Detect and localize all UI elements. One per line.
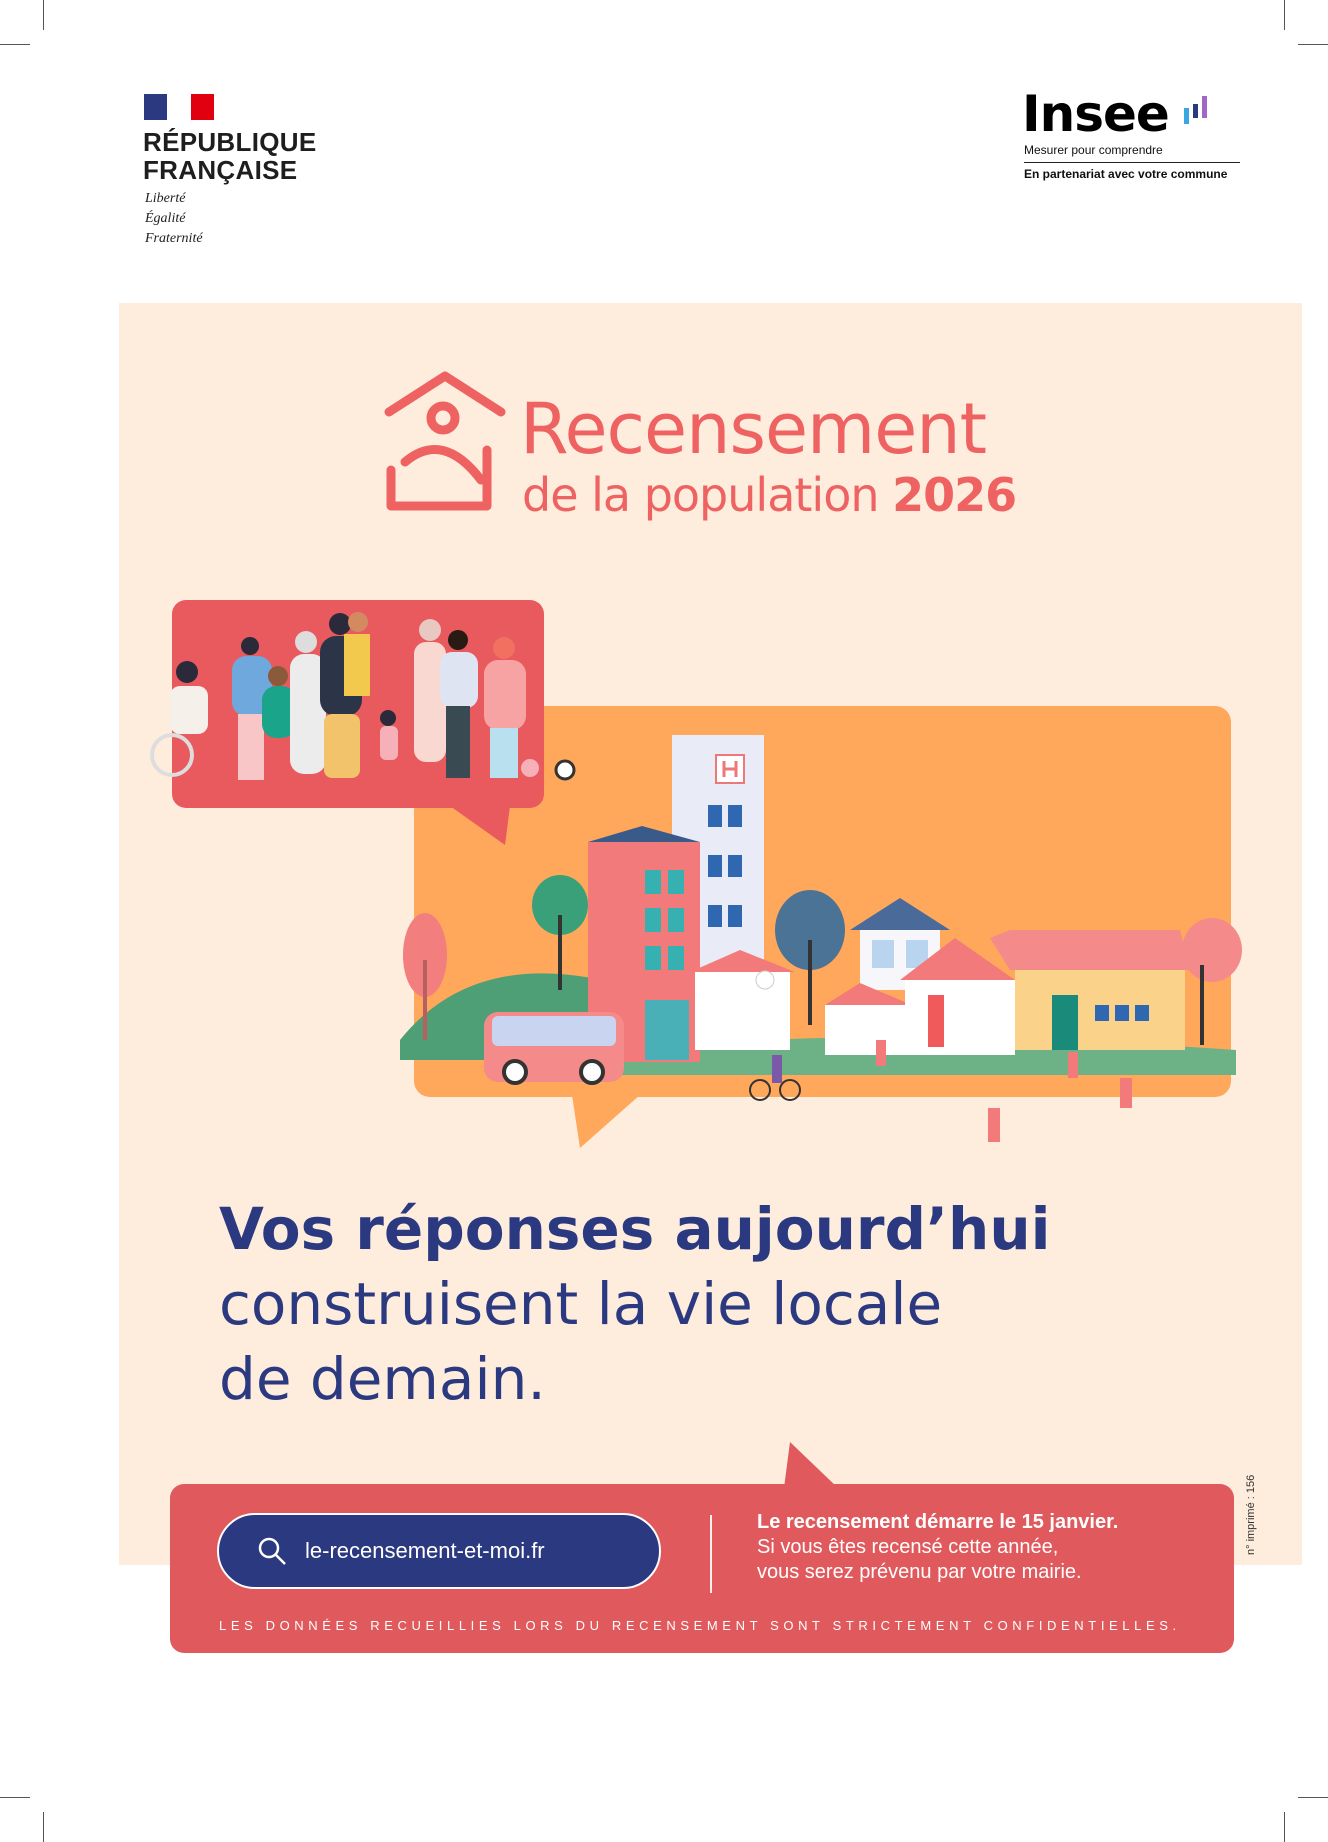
crop-mark — [0, 1797, 30, 1798]
bubble-tail — [572, 1095, 640, 1148]
search-icon — [258, 1537, 286, 1565]
crop-mark — [1284, 1812, 1285, 1842]
republique-francaise-name: RÉPUBLIQUE FRANÇAISE — [143, 127, 317, 185]
print-number: n° imprimé : 156 — [1245, 1474, 1257, 1555]
divider — [1024, 162, 1240, 163]
insee-tagline: Mesurer pour comprendre — [1024, 143, 1163, 157]
crop-mark — [43, 0, 44, 30]
crop-mark — [0, 44, 30, 45]
house-person-icon — [384, 371, 506, 511]
bubble-tail — [450, 806, 510, 845]
crop-mark — [1298, 44, 1328, 45]
headline: Vos réponses aujourd’hui construisent la… — [219, 1195, 1051, 1413]
people-group — [150, 612, 576, 781]
republique-motto: Liberté Égalité Fraternité — [145, 191, 203, 246]
campaign-year: 2026 — [892, 468, 1017, 522]
website-url[interactable]: le-recensement-et-moi.fr — [305, 1538, 545, 1563]
campaign-subtitle: de la population 2026 — [522, 468, 1017, 522]
insee-partnership: En partenariat avec votre commune — [1024, 167, 1228, 181]
search-link-button[interactable]: le-recensement-et-moi.fr — [217, 1513, 661, 1589]
insee-bars-icon — [1184, 96, 1207, 124]
start-info: Le recensement démarre le 15 janvier. Si… — [757, 1511, 1119, 1583]
banner-tail — [784, 1442, 838, 1488]
crop-mark — [43, 1812, 44, 1842]
insee-logo: Insee — [1022, 85, 1170, 143]
marianne-flag-logo — [144, 94, 214, 120]
crop-mark — [1284, 0, 1285, 30]
campaign-title: Recensement — [520, 388, 987, 470]
confidentiality-notice: LES DONNÉES RECUEILLIES LORS DU RECENSEM… — [219, 1618, 1181, 1633]
divider — [710, 1515, 712, 1593]
town-hall — [905, 980, 1015, 1055]
crop-mark — [1298, 1797, 1328, 1798]
